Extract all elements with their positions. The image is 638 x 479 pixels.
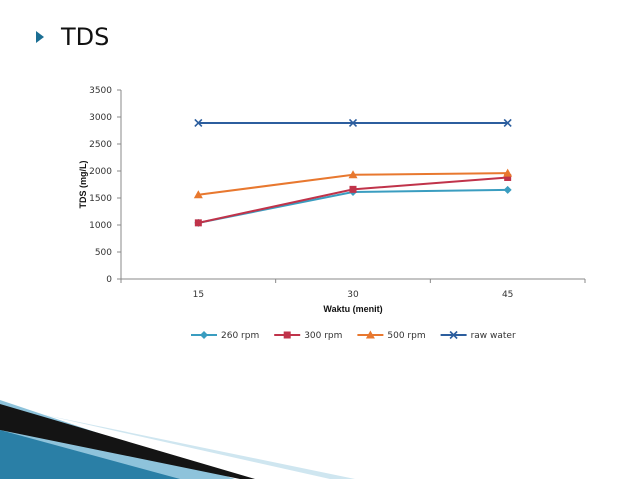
data-point-500-rpm <box>193 190 203 199</box>
legend-label-260-rpm: 260 rpm <box>221 331 259 341</box>
data-point-raw-water <box>503 118 512 128</box>
x-tick-label: 45 <box>502 290 513 300</box>
decor-band-pale <box>40 414 355 479</box>
data-point-300-rpm <box>194 219 202 227</box>
decor-band-blue <box>0 430 180 479</box>
x-tick-label: 30 <box>347 290 359 300</box>
data-point-260-rpm <box>503 185 512 194</box>
y-tick-label: 1000 <box>89 221 112 231</box>
y-tick-label: 2000 <box>89 167 112 177</box>
y-tick-label: 0 <box>106 275 112 285</box>
data-point-raw-water <box>194 118 203 128</box>
slide-title: TDS <box>61 23 110 51</box>
y-tick-label: 500 <box>95 248 112 258</box>
bullet-arrow-icon <box>36 31 44 43</box>
legend-marker-300-rpm <box>283 331 291 339</box>
legend-marker-260-rpm <box>200 331 208 339</box>
legend-label-300-rpm: 300 rpm <box>304 331 342 341</box>
legend-label-raw-water: raw water <box>471 331 516 341</box>
legend-marker-raw-water <box>449 330 458 340</box>
legend-marker-500-rpm <box>365 330 375 339</box>
data-point-500-rpm <box>503 168 513 177</box>
legend-label-500-rpm: 500 rpm <box>387 331 425 341</box>
data-point-500-rpm <box>348 170 358 179</box>
data-point-300-rpm <box>349 185 357 193</box>
x-axis-label: Waktu (menit) <box>323 304 382 314</box>
y-tick-label: 1500 <box>89 194 112 204</box>
data-point-raw-water <box>348 118 358 128</box>
y-tick-label: 2500 <box>89 140 112 150</box>
data-point-300-rpm <box>504 173 512 181</box>
decor-band-dark <box>0 404 255 479</box>
x-tick-label: 15 <box>193 290 204 300</box>
y-tick-label: 3000 <box>89 113 112 123</box>
y-axis-label: TDS (mg/L) <box>78 161 88 209</box>
y-tick-label: 3500 <box>89 86 112 96</box>
title-row: TDS <box>36 22 109 52</box>
